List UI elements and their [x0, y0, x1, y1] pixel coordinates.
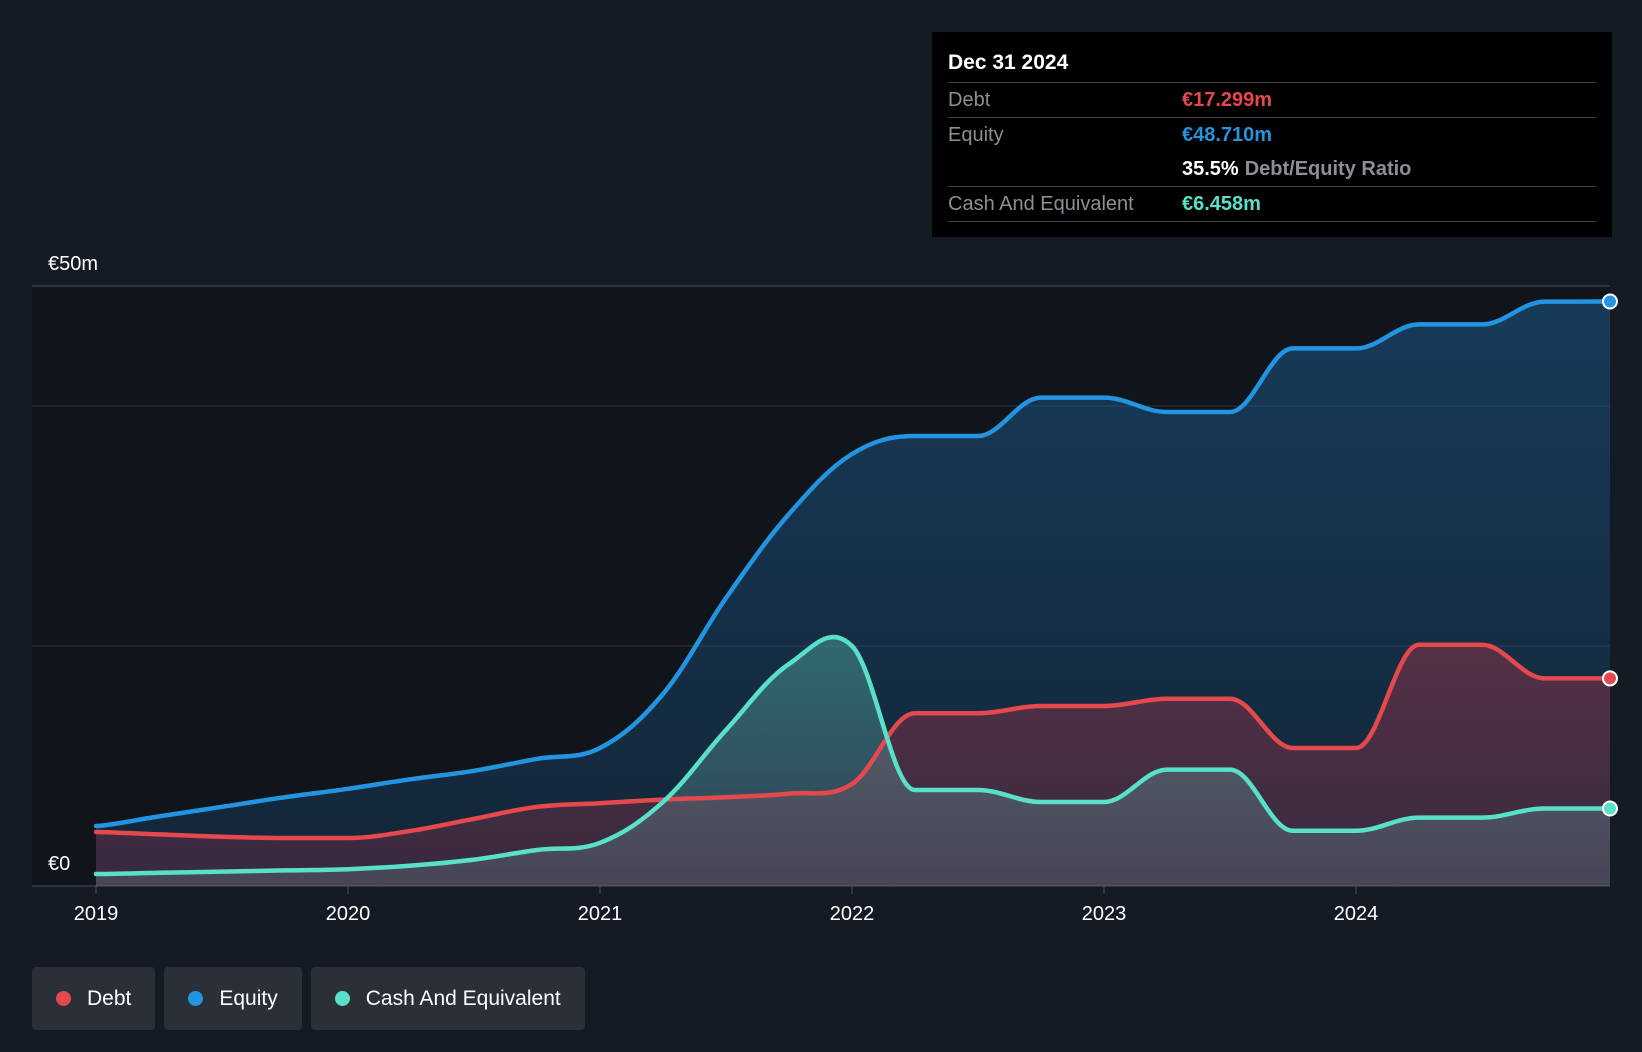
- equity-end-marker[interactable]: [1602, 293, 1618, 310]
- legend-label-debt: Debt: [87, 986, 132, 1010]
- legend-dot-cash: [334, 991, 350, 1006]
- tooltip-debt-label: Debt: [948, 89, 991, 111]
- x-tick-label: 2021: [578, 903, 623, 925]
- tooltip-cash-label: Cash And Equivalent: [948, 193, 1134, 215]
- tooltip-row-cash: Cash And Equivalent €6.458m: [948, 187, 1596, 222]
- tooltip-equity-label: Equity: [948, 124, 1004, 146]
- tooltip-ratio-value: 35.5%: [1182, 158, 1239, 180]
- legend-dot-debt: [56, 991, 71, 1006]
- y-tick-label: €50m: [48, 253, 98, 275]
- x-tick-label: 2023: [1082, 903, 1127, 925]
- tooltip-row-debt: Debt €17.299m: [948, 83, 1596, 118]
- tooltip-ratio-label: Debt/Equity Ratio: [1244, 158, 1412, 180]
- tooltip-cash-value: €6.458m: [1182, 193, 1261, 215]
- x-tick-label: 2024: [1334, 903, 1379, 925]
- cash-area: [96, 637, 1610, 886]
- cash-end-marker[interactable]: [1602, 800, 1618, 817]
- legend-dot-equity: [188, 991, 204, 1006]
- tooltip-row-equity: Equity €48.710m: [948, 118, 1596, 152]
- y-tick-label: €0: [48, 853, 70, 875]
- legend-label-cash: Cash And Equivalent: [365, 986, 561, 1010]
- x-axis-ticks: 2019 2020 2021 2022 2023 2024: [74, 886, 1379, 925]
- legend: Debt Equity Cash And Equivalent: [32, 967, 585, 1030]
- debt-end-marker[interactable]: [1602, 670, 1618, 687]
- legend-item-debt[interactable]: Debt: [32, 967, 156, 1030]
- tooltip-equity-value: €48.710m: [1182, 124, 1273, 146]
- tooltip-title: Dec 31 2024: [948, 46, 1596, 83]
- x-tick-label: 2019: [74, 903, 119, 925]
- series-areas: [96, 301, 1610, 887]
- tooltip-row-ratio: 35.5% Debt/Equity Ratio: [948, 152, 1596, 187]
- x-tick-label: 2022: [830, 903, 875, 925]
- legend-item-cash[interactable]: Cash And Equivalent: [310, 967, 585, 1030]
- tooltip-debt-value: €17.299m: [1182, 89, 1273, 111]
- debt-line: [93, 642, 1613, 841]
- cash-line: [93, 634, 1613, 877]
- series-end-markers: [1602, 293, 1618, 817]
- legend-label-equity: Equity: [219, 986, 278, 1010]
- legend-item-equity[interactable]: Equity: [164, 967, 302, 1030]
- y-axis-ticks: €0 €50m: [48, 253, 98, 875]
- x-tick-label: 2020: [326, 903, 371, 925]
- series-lines: [93, 299, 1613, 877]
- tooltip: Dec 31 2024 Debt €17.299m Equity €48.710…: [932, 32, 1612, 237]
- equity-line: [93, 299, 1613, 829]
